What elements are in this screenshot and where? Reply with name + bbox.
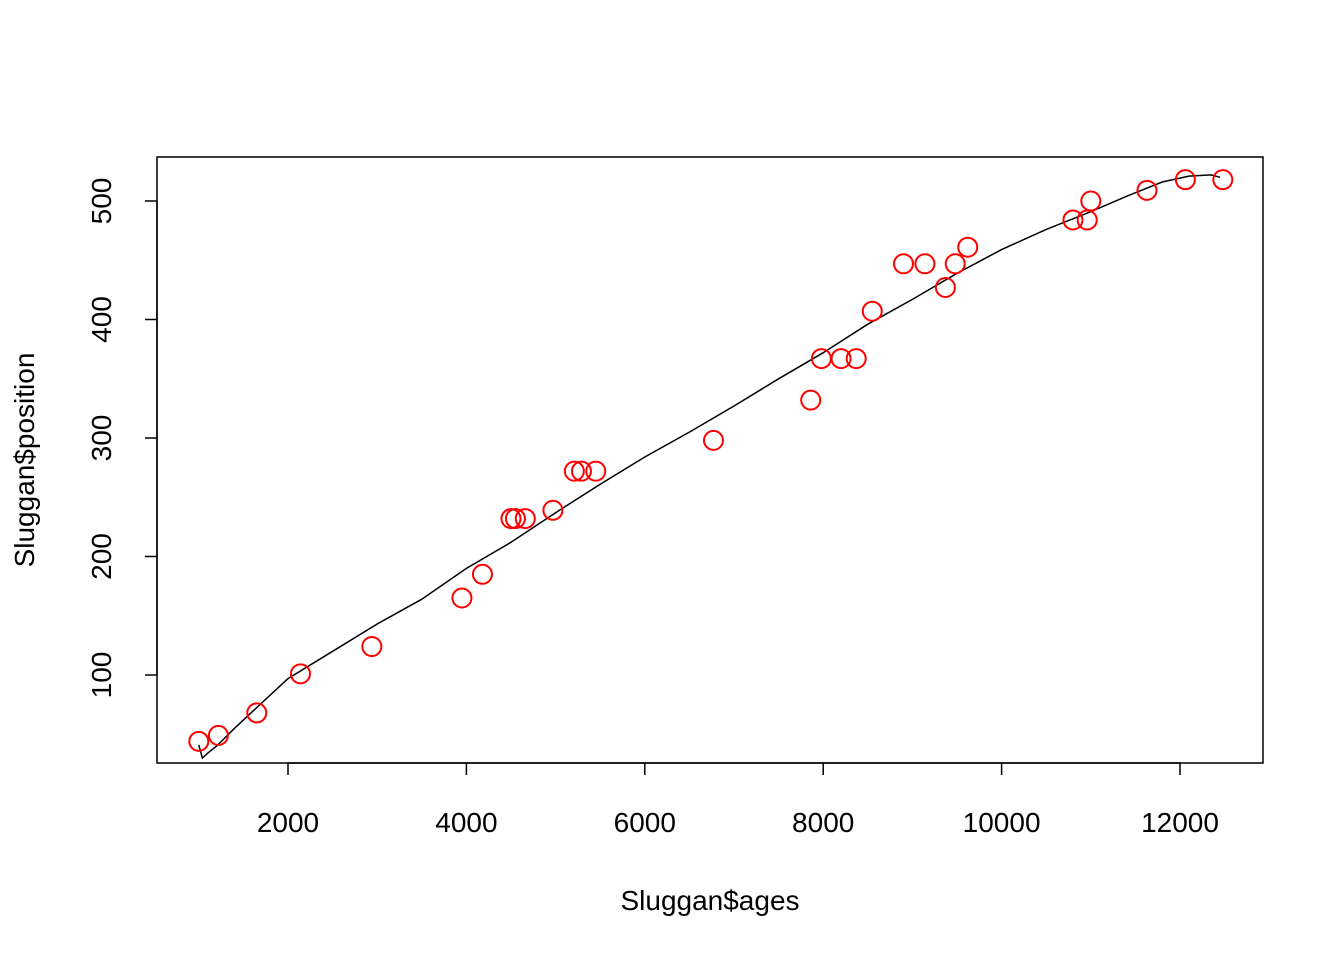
data-point <box>830 348 852 370</box>
x-tick-label: 8000 <box>792 807 854 838</box>
y-tick-label: 200 <box>86 533 117 580</box>
data-point <box>914 253 936 275</box>
data-point <box>845 348 867 370</box>
data-point <box>944 253 966 275</box>
y-axis: 100 200 300 400 500 <box>86 178 158 699</box>
data-point <box>188 730 210 752</box>
x-tick-label: 12000 <box>1141 807 1219 838</box>
x-axis-title: Sluggan$ages <box>620 885 799 916</box>
data-point <box>957 236 979 258</box>
fit-line-layer <box>198 174 1221 760</box>
data-point <box>1136 179 1158 201</box>
data-point <box>892 253 914 275</box>
data-point <box>1062 209 1084 231</box>
data-point <box>542 499 564 521</box>
data-point <box>361 636 383 658</box>
data-point <box>451 587 473 609</box>
data-point <box>471 563 493 585</box>
points-layer <box>188 169 1234 752</box>
data-point <box>585 460 607 482</box>
data-point <box>1174 169 1196 191</box>
y-tick-label: 400 <box>86 296 117 343</box>
data-point <box>504 508 526 530</box>
y-tick-label: 500 <box>86 178 117 225</box>
data-point <box>861 300 883 322</box>
x-tick-label: 10000 <box>963 807 1041 838</box>
data-point <box>246 702 268 724</box>
data-point <box>207 724 229 746</box>
data-point <box>810 348 832 370</box>
x-tick-label: 4000 <box>435 807 497 838</box>
data-point <box>1080 190 1102 212</box>
data-point <box>1212 169 1234 191</box>
x-axis: 2000 4000 6000 8000 10000 12000 <box>257 762 1219 838</box>
data-point <box>563 460 585 482</box>
y-tick-label: 100 <box>86 652 117 699</box>
data-point <box>934 277 956 299</box>
data-point <box>702 429 724 451</box>
x-tick-label: 6000 <box>614 807 676 838</box>
data-point <box>570 460 592 482</box>
data-point <box>514 508 536 530</box>
plot-frame <box>156 156 1264 764</box>
y-tick-label: 300 <box>86 415 117 462</box>
data-point <box>289 663 311 685</box>
data-point <box>800 389 822 411</box>
fit-line <box>198 174 1221 760</box>
y-axis-title: Sluggan$position <box>9 353 40 568</box>
x-tick-label: 2000 <box>257 807 319 838</box>
